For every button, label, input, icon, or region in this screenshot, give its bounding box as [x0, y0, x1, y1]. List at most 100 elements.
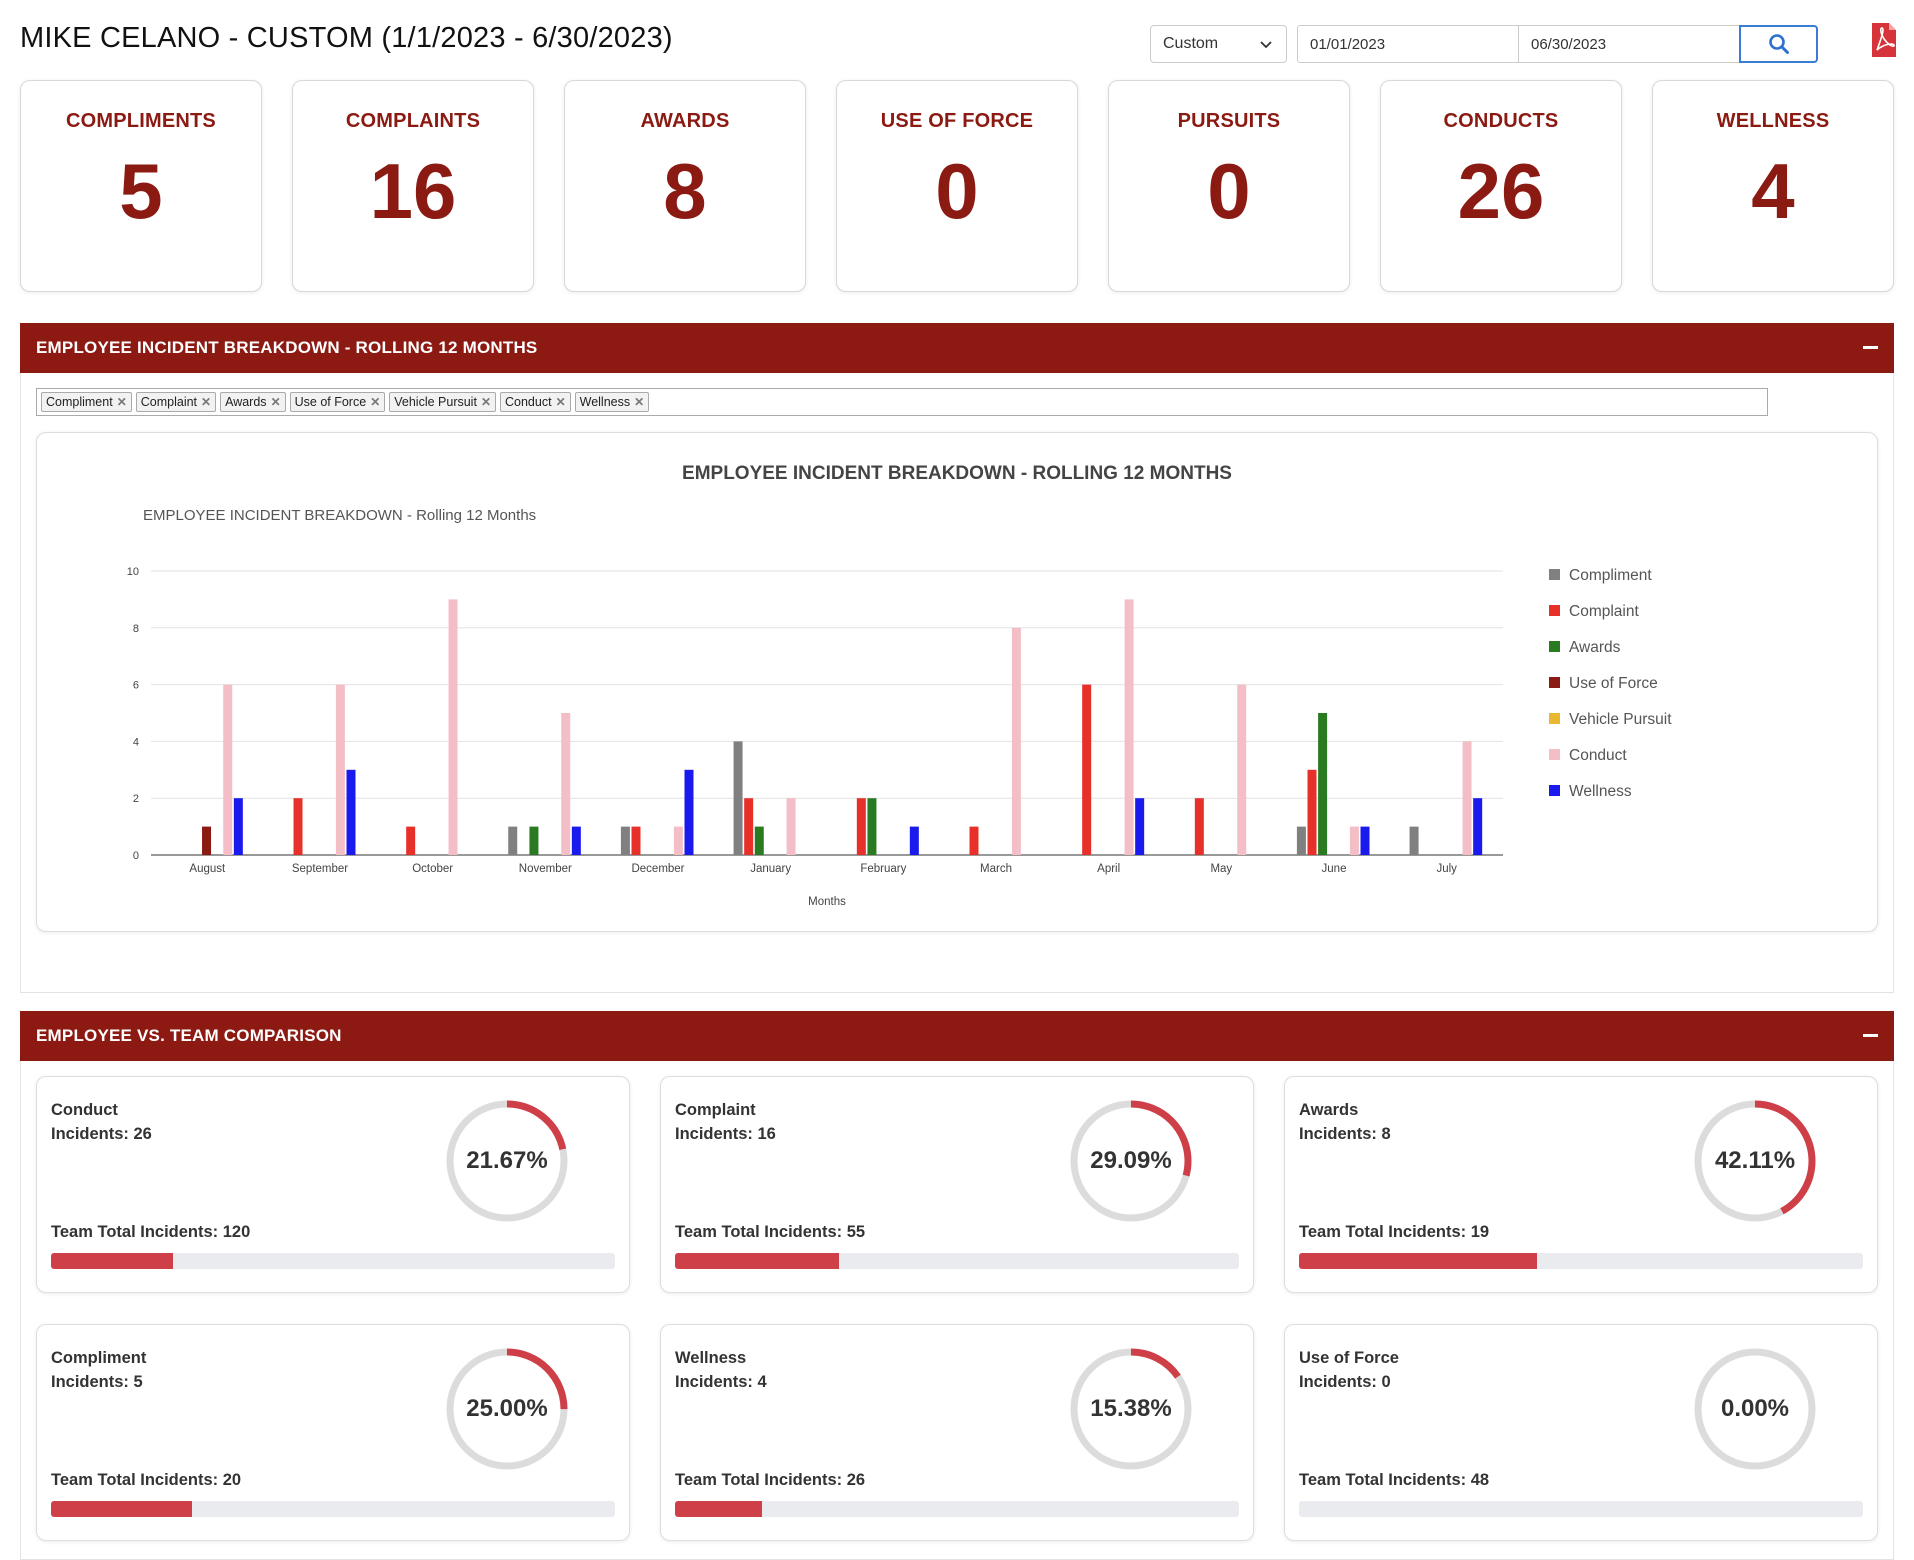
filter-tag-label: Vehicle Pursuit: [394, 395, 477, 409]
legend-label: Conduct: [1569, 747, 1627, 764]
stat-value: 5: [119, 147, 163, 235]
chart-card: EMPLOYEE INCIDENT BREAKDOWN - ROLLING 12…: [36, 432, 1878, 932]
comparison-card-conduct: Conduct Incidents: 26 Team Total Inciden…: [36, 1076, 630, 1293]
filter-tag-label: Complaint: [140, 395, 198, 409]
progress-fill: [51, 1253, 174, 1269]
stat-label: COMPLIMENTS: [66, 110, 216, 132]
bar-compliment: [620, 826, 630, 855]
end-date-input[interactable]: 06/30/2023: [1518, 25, 1740, 63]
legend-label: Complaint: [1569, 603, 1639, 620]
bar-conduct: [786, 798, 796, 855]
remove-icon[interactable]: ✕: [270, 395, 281, 409]
collapse-icon[interactable]: [1863, 1034, 1878, 1037]
remove-icon[interactable]: ✕: [201, 395, 212, 409]
incident-count: Incidents: 0: [1299, 1373, 1391, 1391]
stat-card-conducts[interactable]: CONDUCTS 26: [1380, 80, 1622, 292]
x-tick-label: August: [189, 863, 226, 875]
bar-conduct: [1237, 684, 1247, 855]
filter-tag[interactable]: Conduct ✕: [500, 392, 571, 412]
percent-ring: [446, 1100, 568, 1222]
bar-conduct: [223, 684, 233, 855]
remove-icon[interactable]: ✕: [370, 395, 381, 409]
stat-card-awards[interactable]: AWARDS 8: [564, 80, 806, 292]
percent-label: 42.11%: [1714, 1147, 1796, 1174]
bar-conduct: [1124, 599, 1134, 855]
team-total: Team Total Incidents: 48: [1299, 1471, 1490, 1489]
start-date-input[interactable]: 01/01/2023: [1297, 25, 1519, 63]
stat-label: COMPLAINTS: [345, 110, 481, 132]
remove-icon[interactable]: ✕: [634, 395, 645, 409]
stat-cards: COMPLIMENTS 5 COMPLAINTS 16 AWARDS 8 USE…: [20, 80, 1894, 292]
legend-swatch: [1549, 569, 1560, 580]
filter-tag[interactable]: Compliment ✕: [41, 392, 132, 412]
bar-conduct: [1011, 627, 1021, 855]
stat-value: 4: [1751, 147, 1795, 235]
remove-icon[interactable]: ✕: [116, 395, 127, 409]
y-tick-label: 2: [133, 793, 139, 805]
x-tick-label: July: [1436, 863, 1457, 875]
collapse-icon[interactable]: [1863, 346, 1878, 349]
bar-wellness: [233, 798, 243, 855]
x-tick-label: April: [1097, 863, 1120, 875]
stat-card-use-of-force[interactable]: USE OF FORCE 0: [836, 80, 1078, 292]
chart-subtitle: EMPLOYEE INCIDENT BREAKDOWN - Rolling 12…: [143, 507, 537, 524]
remove-icon[interactable]: ✕: [480, 395, 491, 409]
range-select[interactable]: Custom: [1150, 25, 1287, 63]
y-tick-label: 10: [127, 566, 139, 578]
bar-complaint: [969, 826, 979, 855]
stat-label: USE OF FORCE: [880, 110, 1034, 132]
filter-tag[interactable]: Awards ✕: [220, 392, 286, 412]
category-name: Awards: [1299, 1101, 1359, 1119]
remove-icon[interactable]: ✕: [555, 395, 566, 409]
filter-tag[interactable]: Use of Force ✕: [289, 392, 386, 412]
incident-count: Incidents: 26: [51, 1125, 152, 1143]
filter-tag-label: Conduct: [505, 395, 552, 409]
bar-wellness: [1135, 798, 1145, 855]
percent-label: 15.38%: [1090, 1395, 1172, 1422]
legend-label: Compliment: [1569, 567, 1652, 584]
team-total: Team Total Incidents: 26: [675, 1471, 866, 1489]
filter-tag-label: Use of Force: [294, 395, 367, 409]
category-name: Wellness: [675, 1349, 747, 1367]
comparison-section-header[interactable]: EMPLOYEE VS. TEAM COMPARISON: [20, 1011, 1894, 1061]
bar-chart: 0 2 4 6 8 10 August September October November Dec…: [127, 566, 1672, 908]
comparison-card-use-of-force: Use of Force Incidents: 0 Team Total Inc…: [1284, 1324, 1878, 1541]
bar-awards: [867, 798, 877, 855]
filter-tag-label: Awards: [225, 395, 267, 409]
search-button[interactable]: [1739, 25, 1818, 63]
chevron-down-icon: [1260, 41, 1272, 49]
stat-card-compliments[interactable]: COMPLIMENTS 5: [20, 80, 262, 292]
breakdown-section-header[interactable]: EMPLOYEE INCIDENT BREAKDOWN - ROLLING 12…: [20, 323, 1894, 373]
incident-count: Incidents: 5: [51, 1373, 143, 1391]
legend-swatch: [1549, 641, 1560, 652]
filter-tag[interactable]: Vehicle Pursuit ✕: [389, 392, 496, 412]
progress-fill: [1299, 1253, 1537, 1269]
bar-conduct: [1462, 741, 1472, 855]
x-tick-label: March: [980, 863, 1012, 875]
stat-value: 8: [663, 147, 707, 235]
bar-awards: [754, 826, 764, 855]
filter-tag[interactable]: Complaint ✕: [135, 392, 217, 412]
team-total: Team Total Incidents: 19: [1299, 1223, 1490, 1241]
bar-compliment: [1409, 826, 1419, 855]
legend-label: Wellness: [1569, 783, 1632, 800]
progress-fill: [51, 1501, 192, 1517]
filter-tag[interactable]: Wellness ✕: [574, 392, 650, 412]
progress-bar: [1299, 1253, 1863, 1269]
series-filter[interactable]: Compliment ✕ Complaint ✕ Awards ✕ Use of Fo…: [36, 388, 1768, 416]
date-range-controls: Custom 01/01/2023 06/30/2023: [1150, 25, 1818, 63]
stat-label: CONDUCTS: [1443, 110, 1559, 132]
search-icon: [1768, 34, 1789, 54]
bar-complaint: [293, 798, 303, 855]
stat-card-wellness[interactable]: WELLNESS 4: [1652, 80, 1894, 292]
stat-card-pursuits[interactable]: PURSUITS 0: [1108, 80, 1350, 292]
pdf-icon[interactable]: [1870, 22, 1898, 58]
stat-card-complaints[interactable]: COMPLAINTS 16: [292, 80, 534, 292]
bar-wellness: [1360, 826, 1370, 855]
comparison-card-compliment: Compliment Incidents: 5 Team Total Incid…: [36, 1324, 630, 1541]
team-total: Team Total Incidents: 20: [51, 1471, 242, 1489]
bar-complaint: [631, 826, 641, 855]
filter-tag-label: Wellness: [579, 395, 631, 409]
team-total: Team Total Incidents: 120: [51, 1223, 251, 1241]
stat-label: PURSUITS: [1177, 110, 1281, 132]
